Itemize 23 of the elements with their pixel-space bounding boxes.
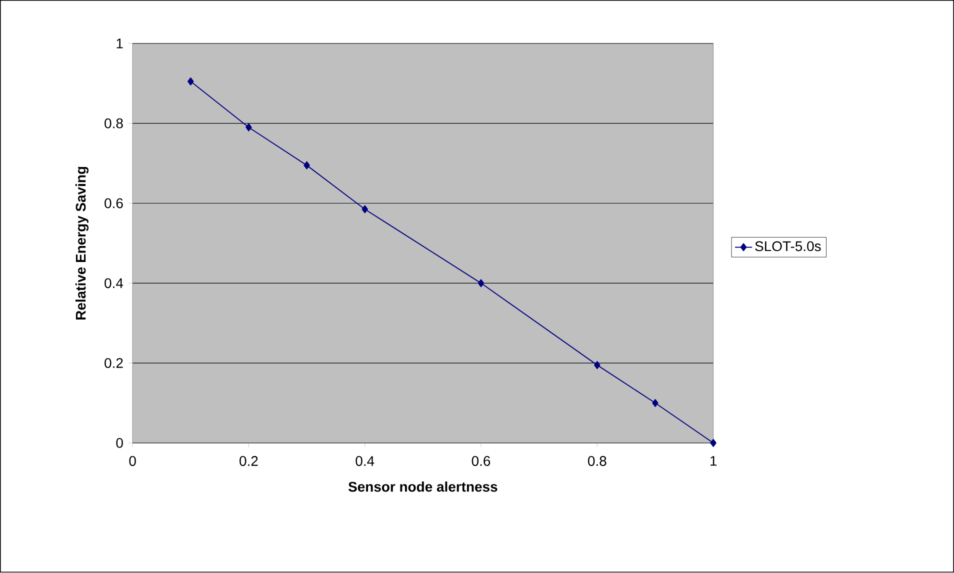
point bbox=[362, 205, 368, 214]
y-tick-label: 0.6 bbox=[104, 198, 123, 208]
point bbox=[246, 124, 252, 132]
x-tick-label: 0.8 bbox=[588, 456, 606, 466]
y-axis-title: Relative Energy Saving bbox=[75, 167, 89, 320]
x-tick-label: 1 bbox=[710, 456, 717, 466]
point bbox=[478, 279, 484, 288]
point bbox=[188, 78, 194, 86]
point bbox=[652, 399, 658, 408]
x-tick-label: 0.4 bbox=[356, 456, 374, 466]
point bbox=[304, 162, 310, 170]
legend-label: SLOT-5.0s bbox=[755, 241, 821, 252]
y-tick-label: 0.8 bbox=[104, 118, 123, 129]
point bbox=[594, 361, 600, 370]
y-tick-label: 1 bbox=[116, 38, 123, 48]
x-tick-label: 0.6 bbox=[472, 456, 490, 466]
x-tick-label: 0 bbox=[129, 456, 136, 466]
y-tick-label: 0.4 bbox=[104, 278, 124, 288]
x-axis-title: Sensor node alertness bbox=[348, 482, 498, 492]
point bbox=[710, 439, 716, 448]
y-tick-label: 0.2 bbox=[104, 358, 123, 368]
y-tick-label: 0 bbox=[116, 438, 123, 448]
x-tick-label: 0.2 bbox=[240, 456, 258, 466]
